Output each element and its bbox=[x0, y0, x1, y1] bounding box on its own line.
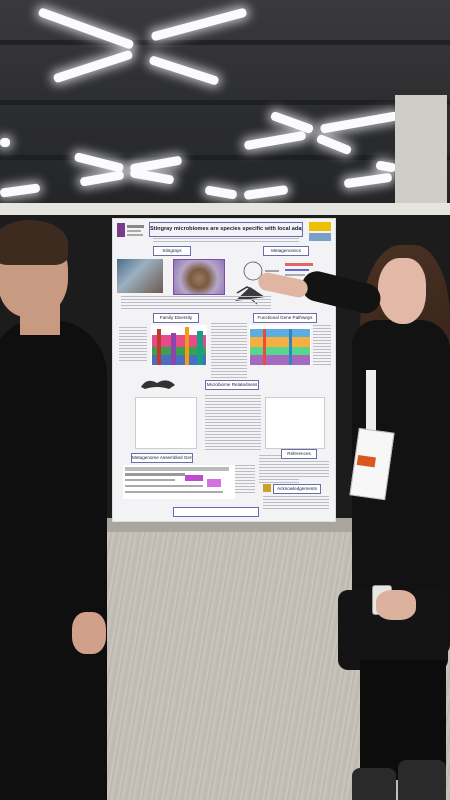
ceiling-light bbox=[319, 111, 399, 134]
acknowledgements-text bbox=[263, 496, 329, 510]
poster-title: Stingray microbiomes are species specifi… bbox=[149, 222, 303, 237]
sponsor-logo bbox=[309, 222, 331, 231]
description-text bbox=[211, 323, 247, 379]
woman-hand bbox=[376, 590, 416, 620]
chart-legend bbox=[235, 465, 255, 493]
sponsor-logo bbox=[309, 233, 331, 241]
man-hand bbox=[72, 612, 106, 654]
ceiling-beam bbox=[0, 40, 450, 45]
ceiling-light bbox=[243, 184, 289, 201]
woman-face bbox=[378, 258, 426, 324]
section-metagenomics: Metagenomics bbox=[263, 246, 309, 256]
section-functional-gene-pathways: Functional Gene Pathways bbox=[253, 313, 317, 323]
boot bbox=[398, 760, 446, 800]
functional-gene-chart bbox=[249, 325, 311, 365]
ceiling-light bbox=[343, 172, 393, 189]
relatedness-text bbox=[205, 395, 261, 451]
ceiling-light bbox=[52, 49, 134, 84]
ceiling bbox=[0, 0, 450, 215]
ceiling-light bbox=[0, 183, 41, 198]
section-family-diversity: Family Diversity bbox=[153, 313, 199, 323]
ceiling-light bbox=[375, 160, 397, 173]
ceiling-beam bbox=[0, 155, 450, 160]
ceiling-beam bbox=[0, 100, 450, 105]
ceiling-light bbox=[0, 138, 10, 147]
lanyard bbox=[366, 370, 376, 435]
pillar bbox=[395, 95, 447, 205]
mag-heatmap bbox=[123, 465, 235, 499]
intro-text bbox=[121, 296, 271, 310]
section-stingrays: Stingrays bbox=[153, 246, 191, 256]
ceiling-light bbox=[79, 170, 125, 187]
stingray-illustration bbox=[141, 380, 175, 389]
ceiling-light bbox=[150, 7, 248, 42]
boot bbox=[352, 768, 396, 800]
ceiling-light bbox=[204, 185, 238, 200]
stingray-photo bbox=[173, 259, 225, 295]
ceiling-light bbox=[243, 130, 307, 151]
section-references: References bbox=[281, 449, 317, 459]
ceiling-light bbox=[315, 133, 353, 156]
stingray-photo bbox=[117, 259, 163, 293]
institution-logo bbox=[263, 484, 271, 492]
chart-legend bbox=[313, 325, 331, 365]
man-hair bbox=[0, 220, 68, 265]
section-acknowledgements: Acknowledgements bbox=[273, 484, 321, 494]
section-microbiome-relatedness: Microbiome Relatedness bbox=[205, 380, 259, 390]
pcoa-plot bbox=[265, 397, 325, 449]
references-text bbox=[263, 461, 329, 479]
wall-band bbox=[0, 203, 450, 218]
author-list bbox=[153, 238, 299, 243]
ceiling-light bbox=[148, 55, 220, 86]
family-diversity-chart bbox=[151, 325, 207, 365]
pcoa-plot bbox=[135, 397, 197, 449]
research-poster: Stingray microbiomes are species specifi… bbox=[112, 218, 336, 522]
ceiling-light bbox=[129, 168, 175, 185]
university-logo-icon bbox=[117, 223, 144, 237]
footer-box bbox=[173, 507, 259, 517]
man-jacket bbox=[0, 320, 107, 800]
chart-legend bbox=[119, 327, 147, 363]
ceiling-light bbox=[269, 110, 315, 135]
section-metagenome-assembled-genomes: Metagenome Assembled Genomes bbox=[131, 453, 193, 463]
badge-stripe bbox=[356, 454, 376, 468]
